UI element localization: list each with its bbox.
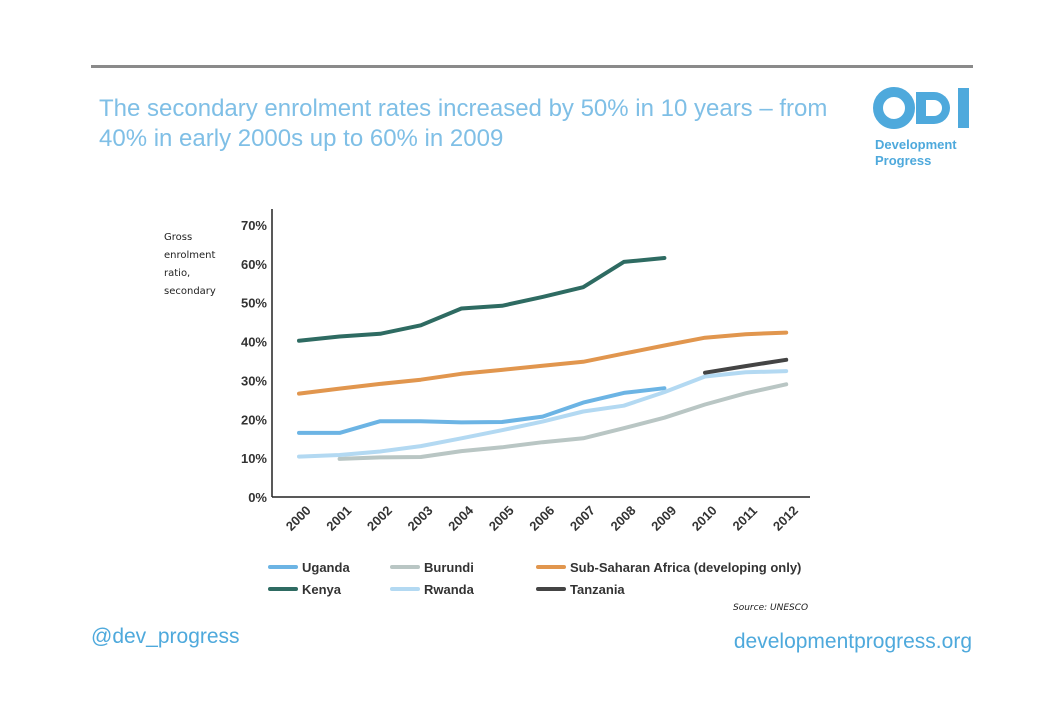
x-tick-label: 2004	[445, 502, 477, 534]
legend-label: Burundi	[424, 560, 474, 575]
twitter-handle[interactable]: @dev_progress	[91, 625, 240, 648]
x-tick-label: 2007	[567, 503, 598, 534]
x-tick-label: 2005	[486, 503, 517, 534]
series-line-burundi	[337, 382, 789, 461]
top-divider	[91, 65, 973, 68]
series-line-tanzania	[703, 357, 789, 375]
logo-text-line2: Progress	[875, 153, 932, 168]
x-tick-label: 2012	[770, 503, 801, 534]
slide-headline: The secondary enrolment rates increased …	[99, 95, 828, 152]
source-note: Source: UNESCO	[733, 603, 809, 613]
y-tick-label: 30%	[241, 373, 267, 388]
y-tick-label: 10%	[241, 451, 267, 466]
y-tick-label: 60%	[241, 257, 267, 272]
x-tick-label: 2002	[364, 503, 395, 534]
y-tick-label: 0%	[248, 490, 267, 505]
x-tick-label: 2003	[405, 503, 436, 534]
x-tick-label: 2011	[730, 503, 761, 534]
legend-label: Kenya	[302, 582, 342, 597]
x-tick-label: 2000	[283, 503, 314, 534]
logo-text-line1: Development	[875, 137, 957, 152]
x-tick-label: 2006	[526, 503, 557, 534]
y-tick-label: 50%	[241, 296, 267, 311]
legend-label: Sub-Saharan Africa (developing only)	[570, 560, 801, 575]
y-tick-label: 20%	[241, 412, 267, 427]
x-tick-label: 2008	[608, 503, 639, 534]
odi-logo: Development Progress	[872, 84, 976, 174]
legend-label: Uganda	[302, 560, 350, 575]
legend-label: Rwanda	[424, 582, 475, 597]
series-line-sub-saharan-africa-developing-only	[297, 330, 789, 396]
series-line-kenya	[297, 256, 667, 343]
x-tick-label: 2009	[648, 503, 679, 534]
y-tick-label: 40%	[241, 335, 267, 350]
x-tick-label: 2010	[689, 503, 720, 534]
odi-logo-icon	[873, 87, 969, 129]
x-tick-label: 2001	[323, 503, 354, 534]
y-axis-label: Gross enrolment ratio, secondary	[164, 232, 216, 297]
legend-label: Tanzania	[570, 582, 625, 597]
website-link[interactable]: developmentprogress.org	[733, 630, 972, 653]
series-line-uganda	[297, 386, 667, 435]
series-line-rwanda	[297, 369, 789, 459]
y-tick-label: 70%	[241, 218, 267, 233]
